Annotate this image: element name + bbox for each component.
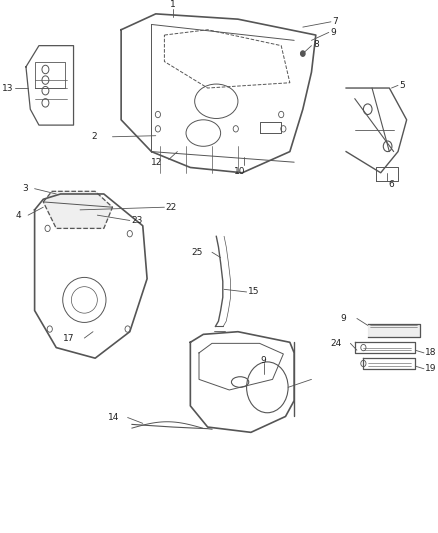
Text: 19: 19 bbox=[425, 364, 436, 373]
Text: 3: 3 bbox=[22, 184, 28, 193]
Text: 14: 14 bbox=[108, 413, 119, 422]
Polygon shape bbox=[43, 191, 113, 229]
Text: 9: 9 bbox=[330, 28, 336, 37]
Text: 12: 12 bbox=[151, 158, 162, 167]
Text: 2: 2 bbox=[92, 132, 97, 141]
Text: 17: 17 bbox=[63, 334, 74, 343]
Text: 4: 4 bbox=[16, 211, 21, 220]
Text: 22: 22 bbox=[166, 203, 177, 212]
Text: 1: 1 bbox=[170, 1, 176, 10]
Text: 9: 9 bbox=[340, 314, 346, 323]
Circle shape bbox=[300, 51, 305, 56]
Text: 6: 6 bbox=[389, 180, 394, 189]
Text: 24: 24 bbox=[331, 339, 342, 348]
Text: 8: 8 bbox=[314, 40, 319, 49]
Text: 7: 7 bbox=[332, 17, 338, 26]
Text: 10: 10 bbox=[234, 167, 246, 176]
Text: 5: 5 bbox=[399, 81, 405, 90]
Text: 9: 9 bbox=[260, 356, 266, 365]
Text: 25: 25 bbox=[191, 248, 202, 257]
Text: 18: 18 bbox=[425, 349, 436, 358]
Text: 13: 13 bbox=[2, 84, 14, 93]
Text: 23: 23 bbox=[131, 216, 143, 225]
Polygon shape bbox=[368, 324, 420, 337]
Text: 15: 15 bbox=[248, 287, 259, 296]
